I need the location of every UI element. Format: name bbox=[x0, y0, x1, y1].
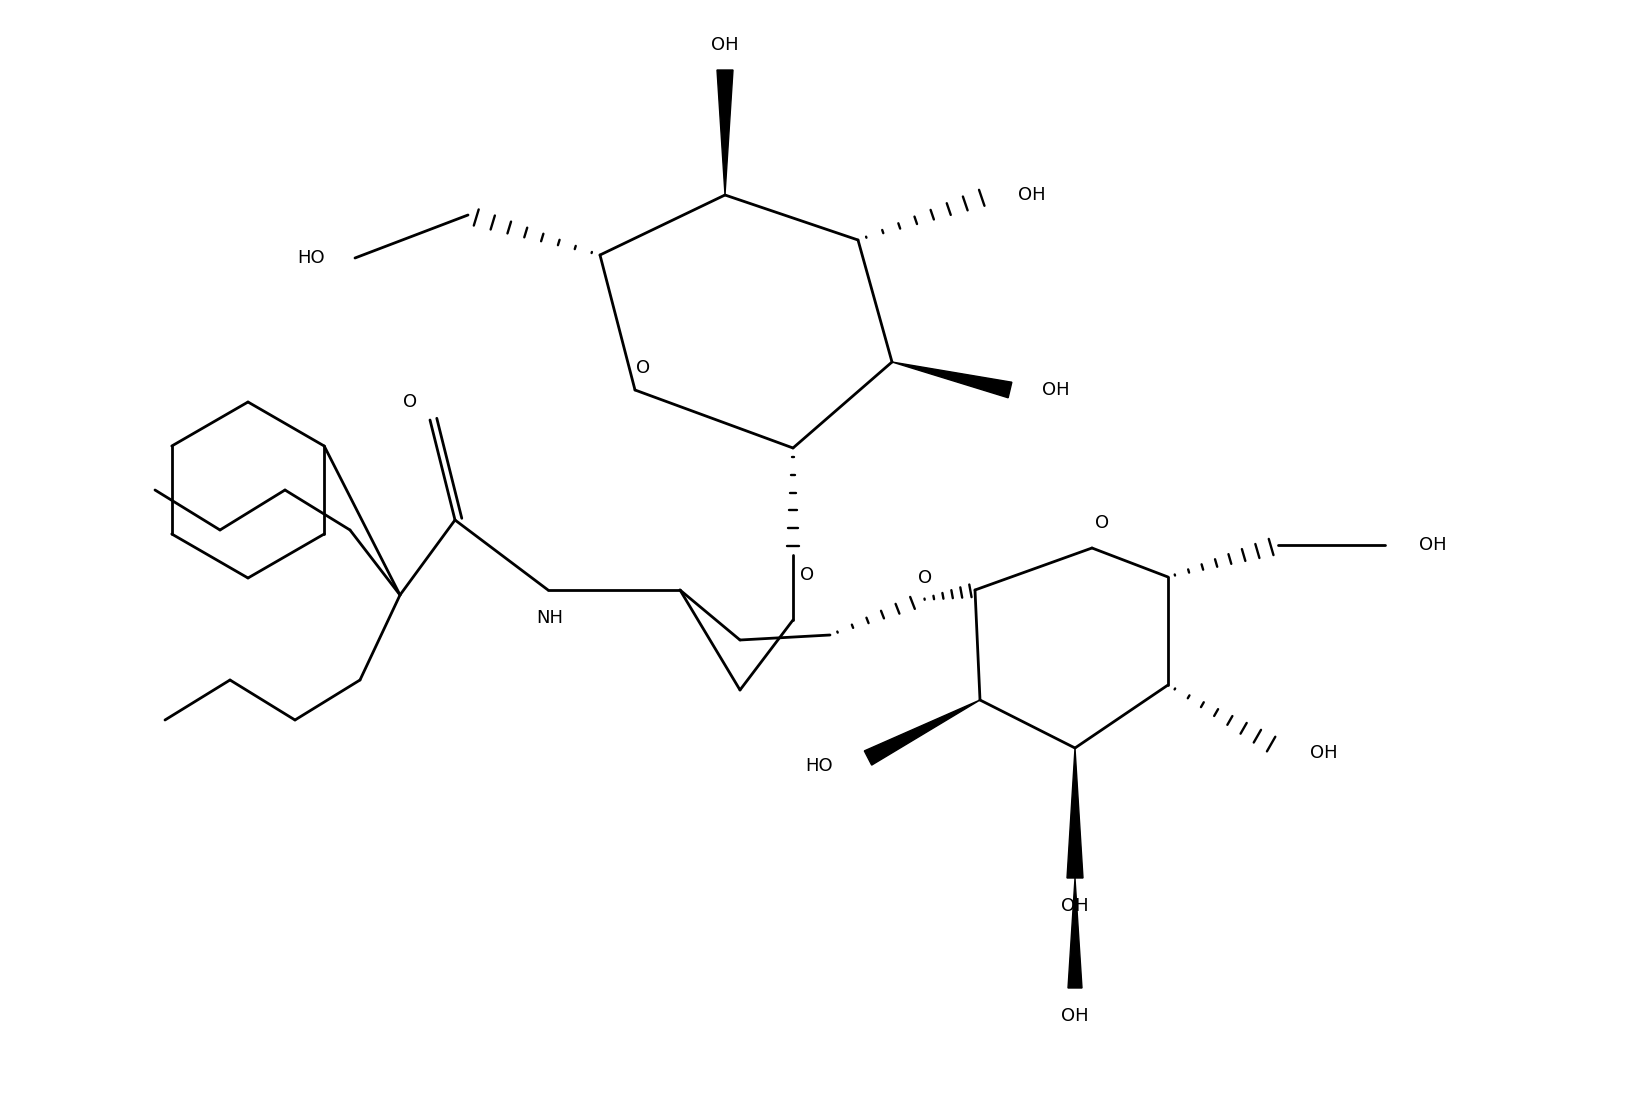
Text: OH: OH bbox=[1420, 536, 1447, 554]
Text: HO: HO bbox=[806, 758, 834, 775]
Polygon shape bbox=[1068, 878, 1083, 988]
Text: O: O bbox=[918, 569, 933, 587]
Text: OH: OH bbox=[1042, 381, 1070, 399]
Text: OH: OH bbox=[1311, 744, 1338, 762]
Text: NH: NH bbox=[537, 609, 563, 627]
Text: O: O bbox=[799, 566, 814, 584]
Text: HO: HO bbox=[298, 250, 326, 267]
Polygon shape bbox=[1066, 747, 1083, 878]
Text: OH: OH bbox=[1018, 186, 1045, 204]
Text: OH: OH bbox=[1061, 897, 1089, 915]
Text: O: O bbox=[637, 359, 650, 377]
Text: O: O bbox=[404, 393, 417, 411]
Text: O: O bbox=[1096, 514, 1109, 532]
Polygon shape bbox=[716, 70, 733, 195]
Polygon shape bbox=[864, 700, 980, 765]
Text: OH: OH bbox=[1061, 1007, 1089, 1025]
Polygon shape bbox=[892, 362, 1013, 398]
Text: OH: OH bbox=[711, 36, 739, 53]
